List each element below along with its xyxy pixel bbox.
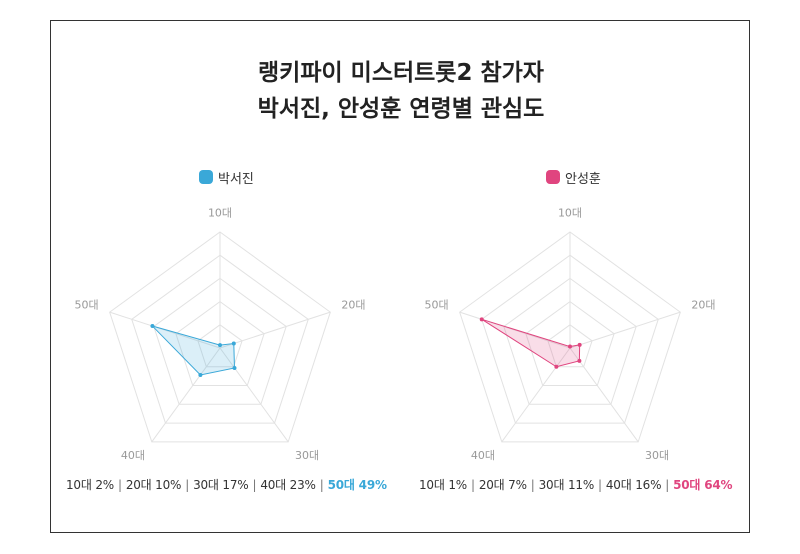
grid-spoke: [219, 347, 289, 443]
summary-left: 10대 2% | 20대 10% | 30대 17% | 40대 23% | 50대 49%: [66, 476, 387, 493]
legend-left: 박서진: [199, 168, 254, 187]
grid-ring: [547, 324, 593, 368]
data-point: [198, 372, 203, 377]
title-line-2: 박서진, 안성훈 연령별 관심도: [257, 96, 545, 122]
title-line-1: 랭키파이 미스터트롯2 참가자: [258, 60, 544, 86]
summary-separator: |: [598, 478, 602, 492]
data-point: [232, 365, 237, 370]
axis-label: 30대: [645, 449, 669, 462]
summary-separator: |: [185, 478, 190, 492]
data-point: [150, 324, 155, 329]
grid-spoke: [459, 311, 571, 349]
grid-ring: [197, 324, 243, 368]
data-point: [231, 341, 236, 346]
legend-label-right: 안성훈: [565, 171, 601, 187]
data-point: [577, 358, 582, 363]
data-point: [577, 342, 582, 347]
summary-item: 30대 11%: [538, 478, 595, 492]
grid-ring: [481, 254, 659, 424]
summary-separator: |: [530, 478, 535, 492]
summary-item: 50대 64%: [673, 478, 733, 492]
axis-label: 20대: [341, 299, 365, 312]
radar-charts: 10대 20대 30대 40대 50대 10대 20대 30대 40대 50대: [75, 206, 716, 462]
radar-chart-1: 10대 20대 30대 40대 50대: [425, 206, 716, 462]
legend-swatch-left: [199, 170, 213, 184]
summary-separator: |: [252, 478, 257, 492]
grid-spoke: [109, 311, 221, 349]
summary-item: 10대 1%: [419, 478, 467, 492]
grid-ring: [153, 277, 287, 405]
axis-label: 50대: [425, 299, 449, 312]
axis-label: 30대: [295, 449, 319, 462]
axis-label: 50대: [75, 299, 99, 312]
grid-spoke: [569, 347, 639, 443]
summary-item: 20대 10%: [125, 478, 182, 492]
axis-label: 40대: [121, 449, 145, 462]
legend-right: 안성훈: [546, 168, 601, 187]
legend-swatch-right: [546, 170, 560, 184]
grid-ring: [131, 254, 309, 424]
axis-label: 10대: [558, 206, 582, 219]
legend-label-left: 박서진: [218, 171, 254, 187]
grid-ring: [459, 231, 681, 443]
series-area: [481, 318, 581, 368]
summary-separator: |: [117, 478, 122, 492]
summary-right: 10대 1% | 20대 7% | 30대 11% | 40대 16% | 50대 64%: [419, 476, 733, 493]
data-point: [218, 343, 222, 348]
grid-ring: [503, 277, 637, 405]
grid-spoke: [219, 311, 331, 349]
axis-label: 20대: [691, 299, 715, 312]
summary-item: 30대 17%: [193, 478, 249, 492]
grid-spoke: [569, 311, 681, 349]
chart-title: 랭키파이 미스터트롯2 참가자 박서진, 안성훈 연령별 관심도: [51, 55, 751, 127]
summary-separator: |: [319, 478, 324, 492]
summary-item: 50대 49%: [327, 478, 387, 492]
summary-item: 10대 2%: [66, 478, 114, 492]
axis-label: 10대: [208, 206, 232, 219]
data-point: [554, 364, 559, 369]
grid-ring: [525, 300, 615, 387]
grid-spoke: [151, 347, 221, 443]
summary-separator: |: [470, 478, 475, 492]
summary-item: 40대 16%: [605, 478, 662, 492]
radar-chart-0: 10대 20대 30대 40대 50대: [75, 206, 366, 462]
grid-ring: [109, 231, 331, 443]
summary-item: 40대 23%: [260, 478, 316, 492]
summary-item: 20대 7%: [478, 478, 527, 492]
axis-label: 40대: [471, 449, 495, 462]
grid-ring: [175, 300, 265, 387]
data-point: [479, 317, 484, 322]
summary-separator: |: [665, 478, 670, 492]
chart-frame: 랭키파이 미스터트롯2 참가자 박서진, 안성훈 연령별 관심도 10대 20대 3…: [50, 20, 750, 533]
grid-spoke: [501, 347, 571, 443]
data-point: [568, 344, 572, 349]
series-area: [150, 325, 236, 376]
